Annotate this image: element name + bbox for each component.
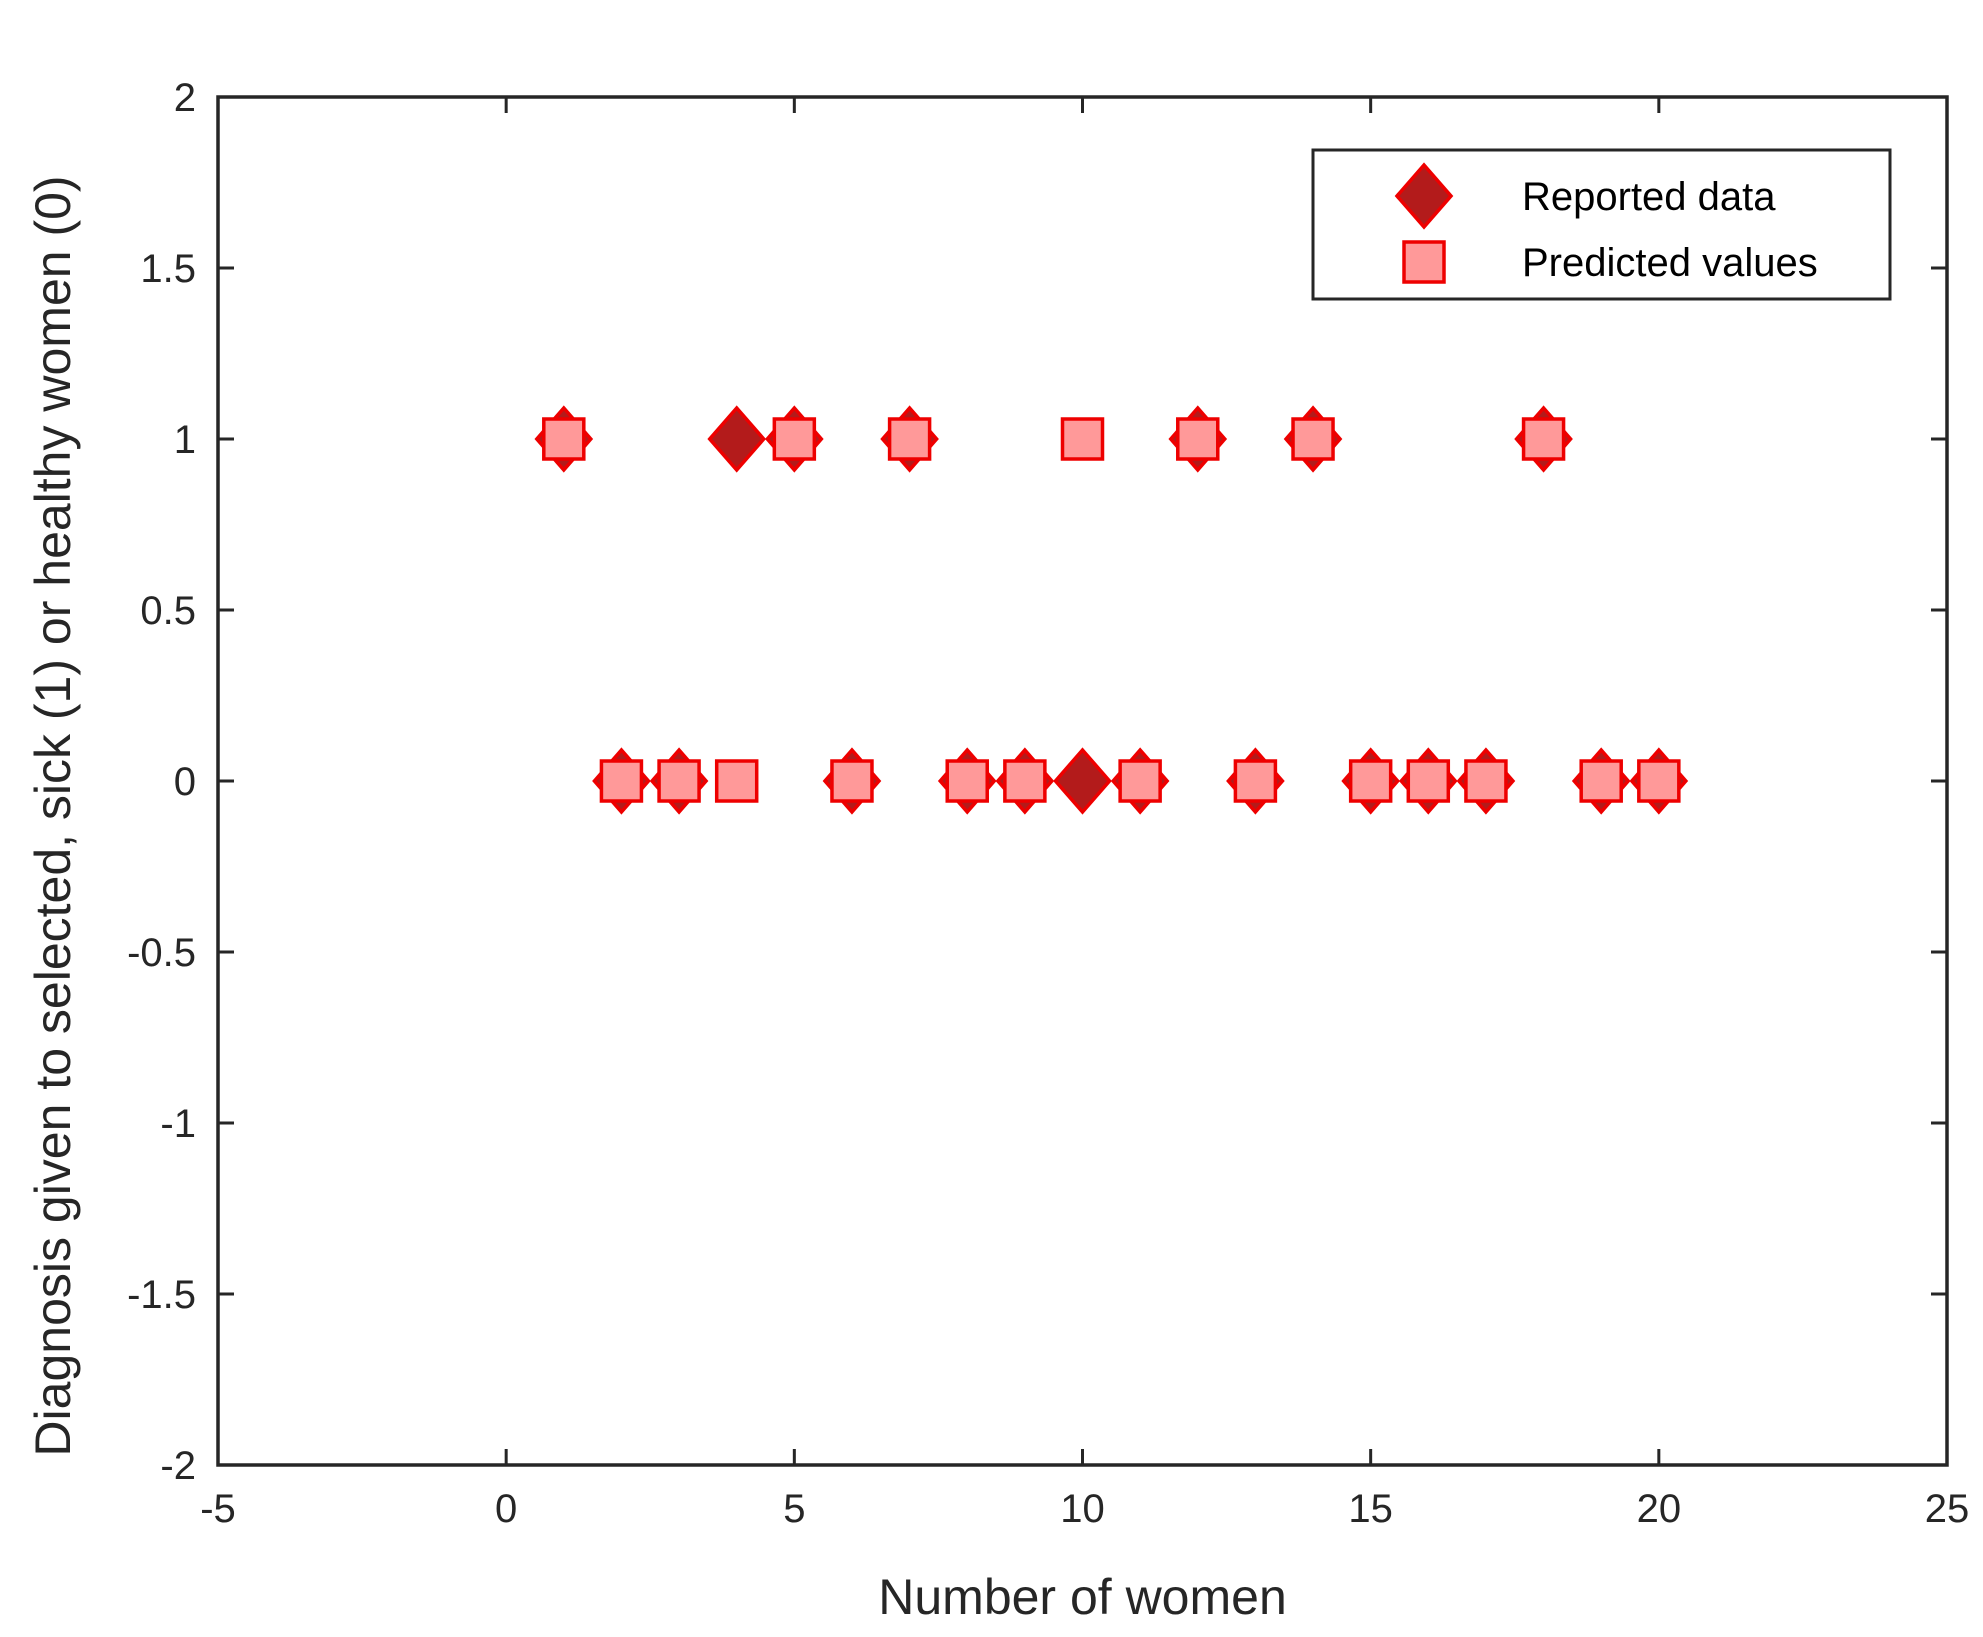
y-tick-label: -2 bbox=[160, 1444, 196, 1488]
predicted-value-point bbox=[1060, 417, 1105, 461]
y-tick-label: -1 bbox=[160, 1102, 196, 1146]
plot-area-frame bbox=[216, 95, 1949, 1467]
legend-diamond-symbol bbox=[1394, 162, 1454, 230]
x-tick-label: 15 bbox=[1348, 1487, 1393, 1531]
predicted-value-point bbox=[1118, 759, 1162, 803]
reported-data-point bbox=[707, 405, 767, 473]
legend-square-symbol bbox=[1402, 240, 1446, 284]
y-tick-label: 1 bbox=[174, 418, 196, 462]
y-tick-label: 0.5 bbox=[140, 589, 196, 633]
predicted-value-point bbox=[599, 759, 644, 803]
x-axis-title: Number of women bbox=[878, 1569, 1287, 1625]
legend-predicted-label: Predicted values bbox=[1522, 241, 1818, 285]
predicted-value-point bbox=[1464, 759, 1508, 803]
y-tick-label: 0 bbox=[174, 760, 196, 804]
x-tick-label: 10 bbox=[1060, 1487, 1105, 1531]
y-tick-label: 1.5 bbox=[140, 247, 196, 291]
legend: Reported data Predicted values bbox=[1311, 148, 1892, 301]
y-tick-label: 2 bbox=[174, 76, 196, 120]
predicted-value-point bbox=[1579, 759, 1623, 803]
predicted-value-point bbox=[542, 417, 586, 461]
predicted-value-point bbox=[830, 759, 874, 803]
predicted-value-point bbox=[1003, 759, 1047, 803]
legend-predicted-marker bbox=[1402, 240, 1446, 284]
legend-reported-label: Reported data bbox=[1522, 175, 1776, 219]
predicted-value-point bbox=[887, 417, 932, 461]
predicted-value-point bbox=[1521, 417, 1566, 461]
tick-labels: -5 0 5 10 15 20 25 -2 -1.5 -1 -0.5 0 0.5 1 1.5 2 bbox=[127, 76, 1969, 1531]
x-tick-label: 5 bbox=[783, 1487, 805, 1531]
predicted-value-point bbox=[1176, 417, 1220, 461]
predicted-value-point bbox=[1291, 417, 1335, 461]
y-tick-label: -0.5 bbox=[127, 931, 196, 975]
x-tick-label: 20 bbox=[1637, 1487, 1682, 1531]
predicted-value-point bbox=[1637, 759, 1681, 803]
predicted-value-point bbox=[657, 759, 701, 803]
predicted-value-point bbox=[714, 759, 759, 803]
x-tick-label: 0 bbox=[495, 1487, 517, 1531]
data-markers bbox=[534, 405, 1689, 815]
y-tick-label: -1.5 bbox=[127, 1273, 196, 1317]
y-axis-title: Diagnosis given to selected, sick (1) or… bbox=[25, 175, 81, 1456]
predicted-value-point bbox=[1348, 759, 1393, 803]
x-tick-label: 25 bbox=[1925, 1487, 1970, 1531]
predicted-value-point bbox=[1233, 759, 1278, 803]
legend-reported-marker bbox=[1394, 162, 1454, 230]
predicted-value-point bbox=[945, 759, 989, 803]
predicted-value-point bbox=[772, 417, 817, 461]
predicted-value-point bbox=[1406, 759, 1451, 803]
x-tick-label: -5 bbox=[200, 1487, 236, 1531]
reported-data-point bbox=[1053, 747, 1112, 815]
